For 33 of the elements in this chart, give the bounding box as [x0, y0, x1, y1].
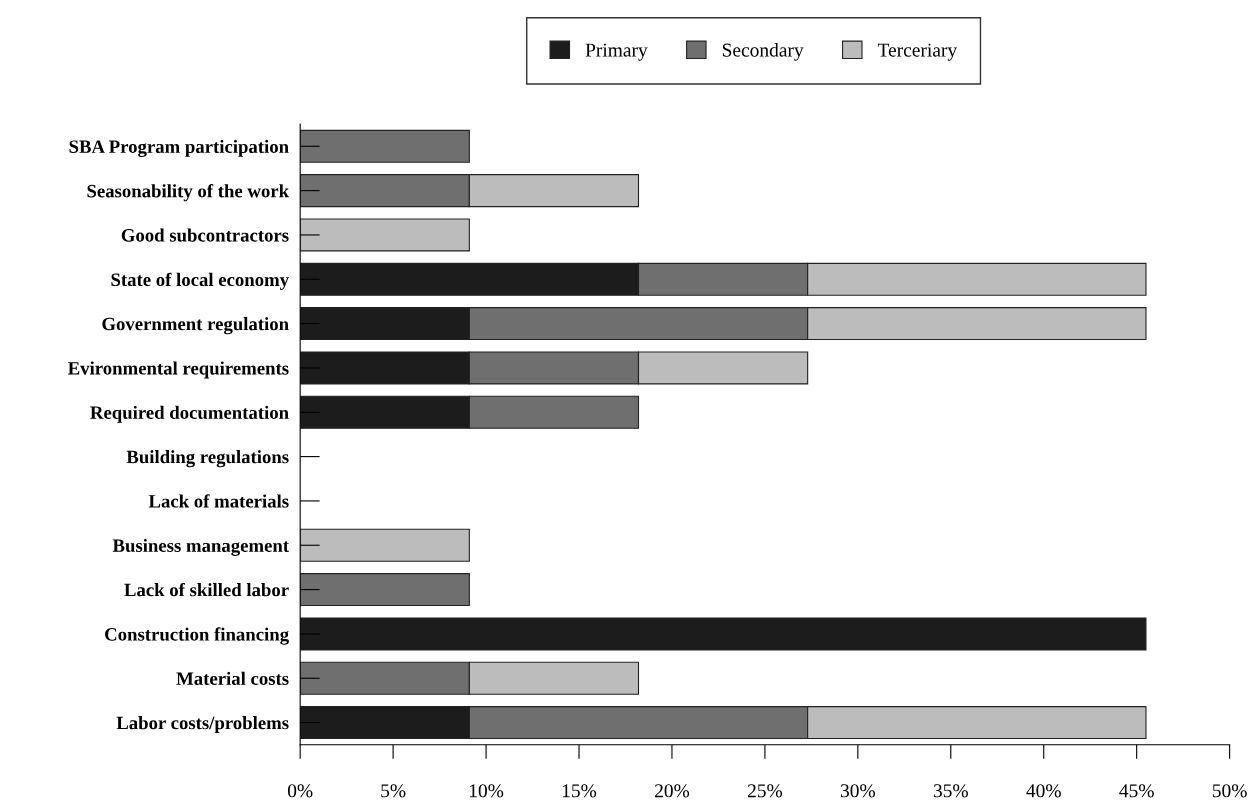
- y-tick-label: Construction financing: [105, 627, 289, 645]
- y-tick-label: Required documentation: [90, 405, 289, 423]
- y-tick-label: SBA Program participation: [69, 139, 289, 157]
- x-tick-label: 45%: [1119, 784, 1154, 798]
- legend-label: Terceriary: [877, 43, 958, 61]
- y-tick-label: Lack of materials: [148, 494, 289, 508]
- y-tick-label: Evironmental requirements: [68, 361, 289, 379]
- legend-label: Secondary: [722, 42, 804, 61]
- y-tick-label: Government regulation: [102, 317, 289, 335]
- x-tick-label: 15%: [562, 784, 597, 798]
- legend-label: Primary: [585, 43, 648, 61]
- bar: [300, 129, 470, 163]
- y-tick-label: State of local economy: [111, 272, 289, 290]
- x-tick-label: 0%: [287, 784, 313, 798]
- x-tick-label: 35%: [933, 784, 968, 798]
- y-tick-label: Seasonability of the work: [87, 184, 290, 202]
- bar: [300, 218, 470, 252]
- x-tick-label: 25%: [747, 784, 783, 798]
- y-tick-label: Material costs: [176, 671, 289, 685]
- y-tick-label: Building regulations: [126, 450, 289, 468]
- x-tick-label: 10%: [469, 784, 504, 798]
- bar: [300, 528, 470, 562]
- bar: [300, 573, 470, 607]
- y-tick-label: Lack of skilled labor: [124, 582, 289, 597]
- x-tick-label: 20%: [654, 784, 690, 798]
- x-tick-label: 30%: [840, 784, 876, 798]
- y-tick-label: Business management: [112, 538, 289, 556]
- y-tick-label: Labor costs/problems: [116, 716, 289, 734]
- bar: [300, 617, 1147, 651]
- x-tick-label: 50%: [1212, 784, 1247, 798]
- x-tick-label: 5%: [381, 784, 406, 798]
- y-tick-label: Good subcontractors: [121, 228, 289, 242]
- x-tick-label: 40%: [1026, 784, 1061, 798]
